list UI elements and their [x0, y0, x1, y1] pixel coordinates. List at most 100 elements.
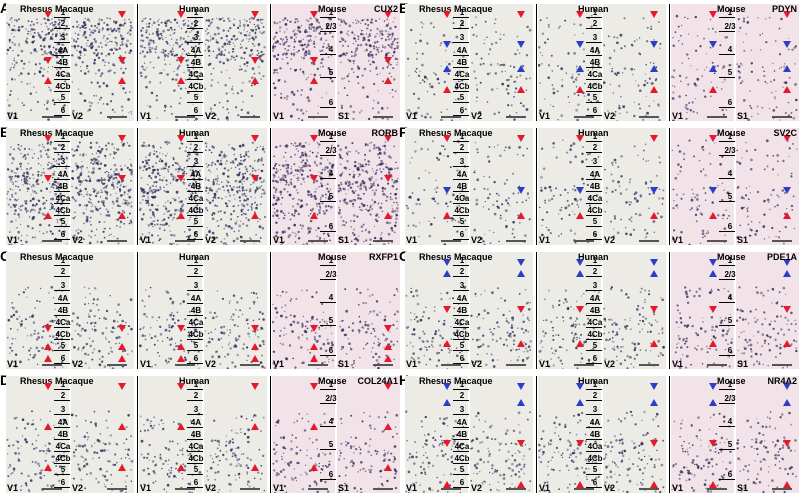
stained-cell — [226, 58, 230, 62]
stained-cell — [297, 49, 300, 52]
area-label: V1 — [7, 111, 19, 121]
stained-cell — [160, 159, 164, 163]
stained-cell — [253, 303, 255, 305]
stained-cell — [233, 24, 236, 27]
stained-cell — [44, 444, 47, 447]
stained-cell — [260, 472, 263, 475]
stained-cell — [377, 101, 380, 104]
stained-cell — [213, 212, 216, 215]
layer-label: 1 — [328, 7, 334, 17]
stained-cell — [303, 43, 306, 46]
tissue-section-image — [139, 376, 202, 493]
stained-cell — [262, 455, 265, 457]
stained-cell — [286, 95, 289, 98]
stained-cell — [162, 48, 165, 51]
stained-cell — [94, 189, 97, 192]
stained-cell — [107, 142, 110, 145]
stained-cell — [295, 36, 297, 39]
stained-cell — [59, 441, 62, 445]
stained-cell — [215, 456, 218, 459]
stained-cell — [343, 187, 346, 191]
stained-cell — [329, 17, 332, 21]
stained-cell — [245, 151, 248, 154]
stained-cell — [329, 188, 332, 190]
stained-cell — [74, 448, 77, 451]
stained-cell — [283, 156, 285, 158]
stained-cell — [126, 199, 128, 202]
stained-cell — [302, 154, 305, 157]
stained-cell — [207, 19, 211, 22]
stained-cell — [183, 170, 186, 173]
stained-cell — [124, 481, 127, 483]
stained-cell — [369, 70, 372, 72]
stained-cell — [283, 52, 286, 54]
stained-cell — [207, 39, 209, 42]
stained-cell — [301, 334, 304, 336]
stained-cell — [206, 227, 208, 229]
stained-cell — [285, 40, 288, 43]
stained-cell — [233, 153, 235, 156]
area-label: V1 — [140, 359, 152, 369]
stained-cell — [361, 420, 364, 423]
stained-cell — [88, 177, 92, 180]
stained-cell — [116, 186, 119, 189]
stained-cell — [6, 212, 9, 215]
layer-label: 4B — [57, 181, 69, 191]
stained-cell — [385, 148, 387, 151]
stained-cell — [103, 21, 106, 24]
stained-cell — [260, 54, 263, 57]
stained-cell — [98, 21, 101, 23]
stained-cell — [71, 148, 74, 151]
stained-cell — [387, 43, 390, 47]
stained-cell — [273, 448, 276, 451]
stained-cell — [386, 411, 389, 414]
stained-cell — [152, 481, 155, 484]
stained-cell — [340, 156, 342, 158]
stained-cell — [92, 171, 95, 174]
stained-cell — [188, 491, 191, 493]
species-strip: Human 1 2 3 4A 4B 4Ca 4Cb 5 6 V1 V2 — [139, 4, 267, 121]
stained-cell — [226, 205, 229, 208]
stained-cell — [87, 353, 90, 356]
stained-cell — [94, 205, 97, 208]
stained-cell — [207, 478, 210, 481]
strip-divider — [137, 128, 138, 245]
stained-cell — [353, 233, 356, 236]
stained-cell — [161, 219, 164, 222]
stained-cell — [249, 458, 252, 461]
layer-label: 4B — [190, 57, 202, 67]
stained-cell — [363, 412, 365, 414]
stained-cell — [43, 50, 47, 53]
stained-cell — [74, 211, 76, 214]
stained-cell — [207, 164, 210, 167]
stained-cell — [84, 17, 86, 20]
red-arrowhead-down — [44, 383, 52, 391]
stained-cell — [179, 38, 182, 41]
stained-cell — [168, 475, 171, 478]
stained-cell — [23, 427, 27, 430]
stained-cell — [295, 480, 297, 482]
stained-cell — [20, 59, 23, 63]
stained-cell — [167, 168, 169, 171]
stained-cell — [26, 168, 28, 170]
stained-cell — [27, 335, 29, 337]
stained-cell — [368, 34, 371, 37]
stained-cell — [306, 472, 308, 474]
tissue-section-image — [139, 128, 202, 245]
stained-cell — [384, 339, 387, 342]
stained-cell — [208, 230, 211, 233]
stained-cell — [148, 39, 151, 42]
stained-cell — [354, 52, 356, 55]
stained-cell — [53, 437, 55, 439]
stained-cell — [11, 194, 13, 196]
stained-cell — [50, 162, 53, 165]
stained-cell — [227, 225, 230, 228]
stained-cell — [286, 163, 290, 167]
stained-cell — [382, 334, 385, 337]
stained-cell — [163, 53, 167, 57]
stained-cell — [396, 207, 399, 210]
stained-cell — [304, 151, 307, 153]
stained-cell — [212, 461, 215, 464]
stained-cell — [181, 168, 184, 172]
stained-cell — [392, 21, 394, 23]
